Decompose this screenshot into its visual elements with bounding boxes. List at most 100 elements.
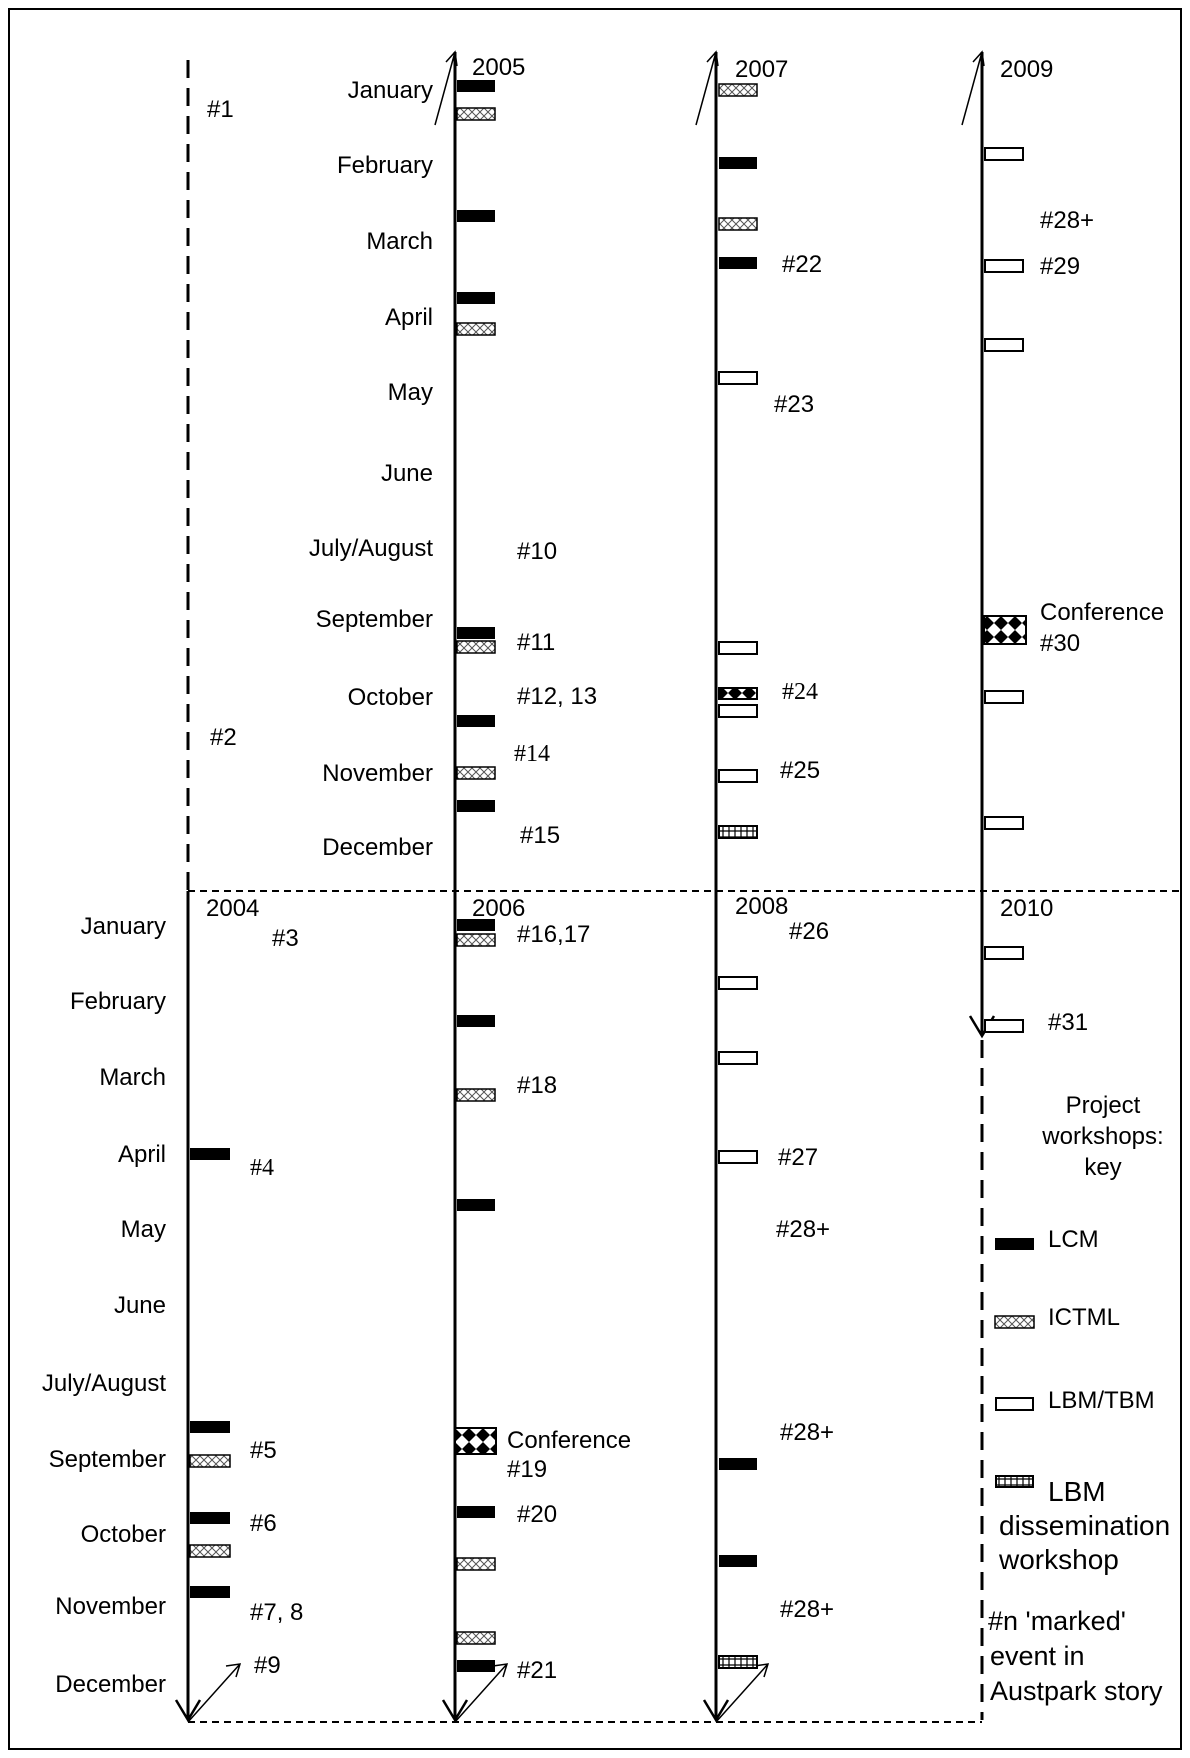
lcm-marker xyxy=(190,1586,230,1598)
legend-title: Project xyxy=(1066,1092,1141,1119)
legend: Project workshops: key LCM ICTML LBM/TBM… xyxy=(988,1092,1170,1706)
lcm-marker xyxy=(190,1421,230,1433)
lbm-tbm-marker xyxy=(719,642,757,654)
event-label: #31 xyxy=(1048,1009,1088,1036)
event-label: #19 xyxy=(507,1456,547,1483)
legend-marked-event-label: #n 'marked' xyxy=(988,1606,1126,1636)
legend-lbm-dissemination-label: dissemination xyxy=(999,1510,1170,1541)
month-label: July/August xyxy=(42,1370,166,1397)
legend-lbm-tbm-swatch xyxy=(996,1398,1033,1410)
month-label: November xyxy=(322,760,433,787)
event-label: #28+ xyxy=(780,1419,834,1446)
month-label: September xyxy=(49,1446,166,1473)
month-label: April xyxy=(118,1141,166,1168)
event-label: #20 xyxy=(517,1501,557,1528)
event-label: #9 xyxy=(254,1652,281,1679)
lcm-marker xyxy=(719,1555,757,1567)
lbm-tbm-marker xyxy=(719,770,757,782)
legend-ictml-swatch xyxy=(995,1316,1034,1328)
lbm-tbm-marker xyxy=(719,705,757,717)
ictml-marker xyxy=(457,108,495,120)
lcm-marker xyxy=(457,715,495,727)
year-label: 2004 xyxy=(206,895,259,922)
ictml-marker xyxy=(457,767,495,779)
lbm-tbm-marker xyxy=(985,817,1023,829)
event-label: #29 xyxy=(1040,253,1080,280)
conference-marker xyxy=(719,688,757,699)
lcm-marker xyxy=(457,210,495,222)
event-label: #7, 8 xyxy=(250,1599,303,1626)
event-label: #15 xyxy=(520,822,560,849)
ictml-marker xyxy=(190,1455,230,1467)
event-label: #5 xyxy=(250,1437,277,1464)
event-label: #3 xyxy=(272,925,299,952)
conference-label: Conference xyxy=(507,1427,631,1454)
month-label: October xyxy=(81,1521,166,1548)
event-label: #6 xyxy=(250,1510,277,1537)
ictml-marker xyxy=(457,1632,495,1644)
ictml-marker xyxy=(457,934,495,946)
event-label: #11 xyxy=(517,629,555,656)
event-label: #21 xyxy=(517,1657,557,1684)
year-label: 2009 xyxy=(1000,56,1053,83)
month-label: January xyxy=(81,913,166,940)
month-label: March xyxy=(99,1064,166,1091)
lcm-marker xyxy=(457,1506,495,1518)
lcm-marker xyxy=(719,257,757,269)
legend-marked-event-label: Austpark story xyxy=(990,1676,1163,1706)
year-label: 2005 xyxy=(472,54,525,81)
month-label: November xyxy=(55,1593,166,1620)
lbm-tbm-marker xyxy=(985,1020,1023,1032)
lcm-marker xyxy=(457,1199,495,1211)
month-label: December xyxy=(55,1671,166,1698)
timeline-lines xyxy=(176,52,1182,1722)
lbm-dissemination-marker xyxy=(719,826,757,838)
ictml-marker xyxy=(457,323,495,335)
lbm-tbm-marker xyxy=(719,372,757,384)
month-label: June xyxy=(381,460,433,487)
lcm-marker xyxy=(190,1512,230,1524)
wrap-arrows xyxy=(188,52,984,1722)
legend-lbm-tbm-label: LBM/TBM xyxy=(1048,1387,1155,1414)
event-label: #28+ xyxy=(1040,207,1094,234)
month-label: May xyxy=(388,379,433,406)
year-label: 2010 xyxy=(1000,895,1053,922)
event-label: #2 xyxy=(210,724,237,751)
event-label: #23 xyxy=(774,391,814,418)
lcm-marker xyxy=(457,627,495,639)
lcm-marker xyxy=(457,919,495,931)
event-label: #4 xyxy=(250,1155,274,1181)
year-labels: 2004 2005 2006 2007 2008 2009 2010 xyxy=(206,54,1053,922)
lcm-marker xyxy=(190,1148,230,1160)
event-label: #25 xyxy=(780,757,820,784)
legend-lbm-dissemination-label: LBM xyxy=(1048,1476,1106,1507)
lcm-marker xyxy=(457,1660,495,1672)
month-label: March xyxy=(366,228,433,255)
lbm-tbm-marker xyxy=(985,260,1023,272)
lcm-marker xyxy=(719,1458,757,1470)
ictml-marker xyxy=(457,1089,495,1101)
ictml-marker xyxy=(457,641,495,653)
event-label: #24 xyxy=(782,679,818,705)
event-label: #22 xyxy=(782,251,822,278)
lcm-marker xyxy=(719,157,757,169)
event-label: #28+ xyxy=(780,1596,834,1623)
conference-marker xyxy=(455,1428,496,1454)
event-label: #30 xyxy=(1040,630,1080,657)
lbm-tbm-marker xyxy=(985,339,1023,351)
event-label: #12, 13 xyxy=(517,683,597,710)
month-label: July/August xyxy=(309,535,433,562)
legend-lcm-label: LCM xyxy=(1048,1226,1099,1253)
conference-label: Conference xyxy=(1040,599,1164,626)
lbm-tbm-marker xyxy=(719,1052,757,1064)
lcm-marker xyxy=(457,800,495,812)
ictml-marker xyxy=(719,84,757,96)
year-label: 2008 xyxy=(735,893,788,920)
month-label: May xyxy=(121,1216,166,1243)
legend-ictml-label: ICTML xyxy=(1048,1304,1120,1331)
lbm-tbm-marker xyxy=(985,947,1023,959)
month-label: June xyxy=(114,1292,166,1319)
legend-title: key xyxy=(1084,1154,1121,1181)
event-label: #18 xyxy=(517,1072,557,1099)
